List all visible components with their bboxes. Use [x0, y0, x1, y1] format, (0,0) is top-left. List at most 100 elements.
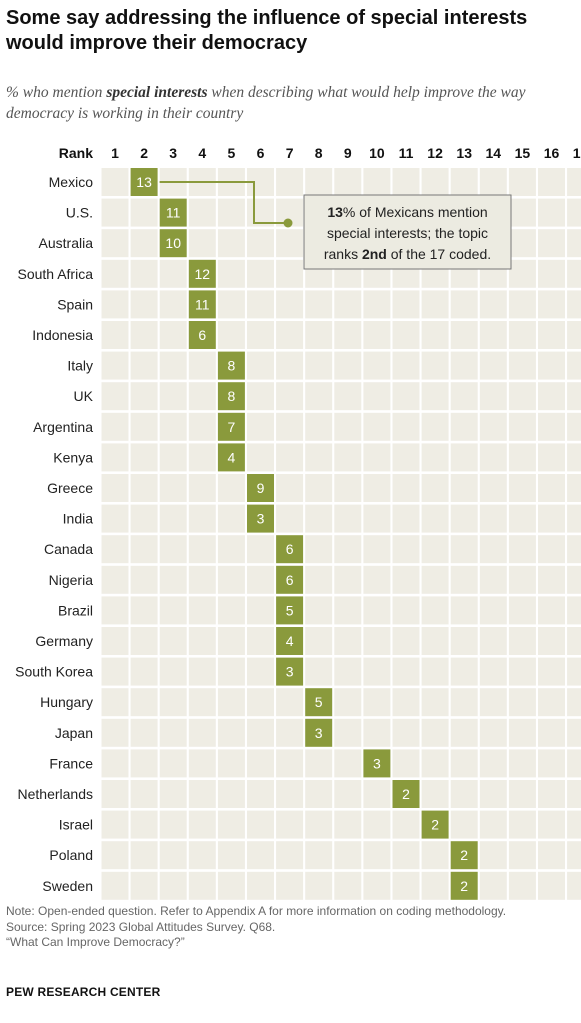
- filled-cell: [188, 259, 216, 288]
- empty-cell: [508, 565, 536, 594]
- empty-cell: [276, 504, 304, 533]
- empty-cell: [305, 841, 333, 870]
- empty-cell: [334, 382, 362, 411]
- empty-cell: [421, 749, 449, 778]
- empty-cell: [101, 657, 129, 686]
- empty-cell: [217, 535, 245, 564]
- empty-cell: [538, 688, 565, 717]
- empty-cell: [508, 290, 536, 319]
- chart-title: Some say addressing the influence of spe…: [6, 7, 528, 54]
- empty-cell: [538, 871, 565, 900]
- empty-cell: [392, 688, 420, 717]
- empty-cell: [363, 321, 391, 349]
- empty-cell: [188, 412, 216, 441]
- empty-cell: [188, 841, 216, 870]
- cell-value: 2: [402, 786, 410, 802]
- filled-cell: [276, 535, 304, 564]
- rank-column-label: 2: [140, 145, 148, 161]
- empty-cell: [363, 351, 391, 380]
- empty-cell: [479, 382, 507, 411]
- empty-cell: [538, 535, 565, 564]
- filled-cell: [276, 627, 304, 655]
- rank-header: Rank: [59, 145, 93, 161]
- cell-value: 2: [460, 878, 468, 894]
- empty-cell: [101, 382, 129, 411]
- empty-cell: [392, 596, 420, 625]
- empty-cell: [363, 565, 391, 594]
- empty-cell: [508, 198, 536, 227]
- empty-cell: [508, 504, 536, 533]
- country-label: France: [49, 755, 93, 771]
- filled-cell: [276, 596, 304, 625]
- empty-cell: [508, 780, 536, 808]
- empty-cell: [130, 841, 158, 870]
- cell-value: 4: [286, 633, 294, 649]
- empty-cell: [508, 168, 536, 196]
- empty-cell: [217, 780, 245, 808]
- cell-value: 3: [286, 664, 294, 680]
- empty-cell: [130, 290, 158, 319]
- empty-cell: [392, 321, 420, 349]
- empty-cell: [567, 412, 581, 441]
- empty-cell: [450, 596, 478, 625]
- country-label: Hungary: [40, 694, 93, 710]
- filled-cell: [217, 351, 245, 380]
- empty-cell: [159, 443, 187, 472]
- empty-cell: [247, 412, 274, 441]
- empty-cell: [101, 535, 129, 564]
- empty-cell: [159, 688, 187, 717]
- empty-cell: [159, 810, 187, 839]
- filled-cell: [188, 290, 216, 319]
- empty-cell: [217, 841, 245, 870]
- empty-cell: [276, 810, 304, 839]
- empty-cell: [479, 474, 507, 502]
- empty-cell: [538, 290, 565, 319]
- country-label: Indonesia: [32, 327, 93, 343]
- empty-cell: [567, 810, 581, 839]
- empty-cell: [479, 351, 507, 380]
- empty-cell: [567, 871, 581, 900]
- empty-cell: [567, 351, 581, 380]
- empty-cell: [567, 382, 581, 411]
- subtitle-bold: special interests: [106, 84, 208, 101]
- empty-cell: [305, 565, 333, 594]
- empty-cell: [567, 780, 581, 808]
- country-label: Sweden: [42, 878, 93, 894]
- country-label: South Africa: [18, 266, 94, 282]
- empty-cell: [159, 627, 187, 655]
- empty-cell: [392, 749, 420, 778]
- empty-cell: [130, 749, 158, 778]
- empty-cell: [421, 351, 449, 380]
- empty-cell: [188, 871, 216, 900]
- empty-cell: [217, 688, 245, 717]
- empty-cell: [538, 259, 565, 288]
- empty-cell: [392, 168, 420, 196]
- empty-cell: [363, 810, 391, 839]
- empty-cell: [159, 412, 187, 441]
- empty-cell: [247, 596, 274, 625]
- empty-cell: [421, 871, 449, 900]
- empty-cell: [159, 780, 187, 808]
- country-label: Spain: [57, 296, 93, 312]
- empty-cell: [392, 351, 420, 380]
- empty-cell: [188, 657, 216, 686]
- empty-cell: [247, 718, 274, 747]
- empty-cell: [305, 321, 333, 349]
- annotation-box: [303, 194, 512, 270]
- empty-cell: [567, 474, 581, 502]
- empty-cell: [421, 718, 449, 747]
- empty-cell: [334, 871, 362, 900]
- empty-cell: [247, 688, 274, 717]
- empty-cell: [276, 290, 304, 319]
- empty-cell: [538, 810, 565, 839]
- empty-cell: [130, 688, 158, 717]
- empty-cell: [508, 412, 536, 441]
- empty-cell: [450, 474, 478, 502]
- cell-value: 6: [286, 572, 294, 588]
- empty-cell: [450, 351, 478, 380]
- empty-cell: [101, 688, 129, 717]
- annotation-text-segment: ranks: [324, 246, 362, 262]
- cell-value: 12: [195, 266, 211, 282]
- filled-cell: [247, 504, 274, 533]
- empty-cell: [334, 351, 362, 380]
